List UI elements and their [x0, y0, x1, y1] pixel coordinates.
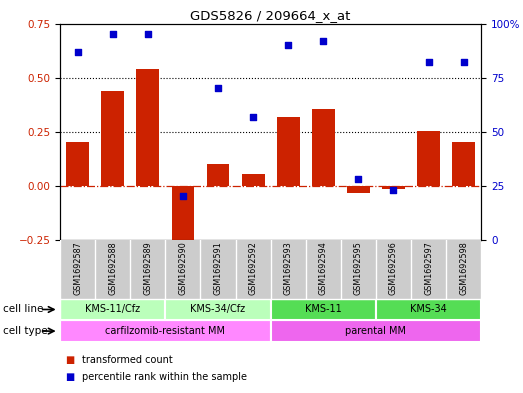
Text: GSM1692598: GSM1692598	[459, 241, 468, 295]
Bar	[271, 299, 376, 320]
Point	[179, 193, 187, 200]
Text: ■: ■	[65, 372, 75, 382]
Bar	[271, 320, 481, 342]
Text: KMS-34/Cfz: KMS-34/Cfz	[190, 305, 246, 314]
Text: cell line: cell line	[3, 305, 43, 314]
Text: GSM1692592: GSM1692592	[248, 241, 258, 296]
Point	[459, 59, 468, 66]
Text: GSM1692588: GSM1692588	[108, 241, 117, 295]
Bar	[101, 90, 124, 185]
Text: KMS-34: KMS-34	[410, 305, 447, 314]
Text: GSM1692587: GSM1692587	[73, 241, 82, 295]
Point	[424, 59, 433, 66]
Bar	[66, 142, 89, 185]
Point	[389, 187, 397, 193]
Text: percentile rank within the sample: percentile rank within the sample	[82, 372, 247, 382]
Bar	[60, 320, 271, 342]
Bar	[207, 164, 230, 185]
Point	[319, 38, 327, 44]
Bar	[60, 299, 165, 320]
Point	[354, 176, 362, 182]
Text: GSM1692589: GSM1692589	[143, 241, 152, 295]
Text: ■: ■	[65, 354, 75, 365]
Text: GSM1692594: GSM1692594	[319, 241, 328, 295]
Bar	[137, 69, 160, 185]
Text: carfilzomib-resistant MM: carfilzomib-resistant MM	[106, 326, 225, 336]
Text: GSM1692591: GSM1692591	[213, 241, 222, 295]
Point	[249, 113, 257, 119]
Title: GDS5826 / 209664_x_at: GDS5826 / 209664_x_at	[190, 9, 351, 22]
Text: KMS-11/Cfz: KMS-11/Cfz	[85, 305, 140, 314]
Bar	[165, 299, 271, 320]
Bar	[376, 299, 481, 320]
Bar	[172, 185, 195, 246]
Text: GSM1692593: GSM1692593	[283, 241, 293, 295]
Point	[214, 85, 222, 92]
Bar	[242, 174, 265, 185]
Bar	[312, 109, 335, 185]
Text: GSM1692590: GSM1692590	[178, 241, 187, 295]
Point	[284, 42, 292, 48]
Text: GSM1692597: GSM1692597	[424, 241, 433, 296]
Bar	[382, 185, 405, 189]
Text: cell type: cell type	[3, 326, 47, 336]
Bar	[277, 116, 300, 185]
Text: KMS-11: KMS-11	[305, 305, 342, 314]
Point	[74, 48, 82, 55]
Text: parental MM: parental MM	[345, 326, 406, 336]
Point	[109, 31, 117, 37]
Bar	[417, 130, 440, 185]
Point	[144, 31, 152, 37]
Text: transformed count: transformed count	[82, 354, 173, 365]
Text: GSM1692596: GSM1692596	[389, 241, 398, 295]
Bar	[347, 185, 370, 193]
Text: GSM1692595: GSM1692595	[354, 241, 363, 296]
Bar	[452, 142, 475, 185]
